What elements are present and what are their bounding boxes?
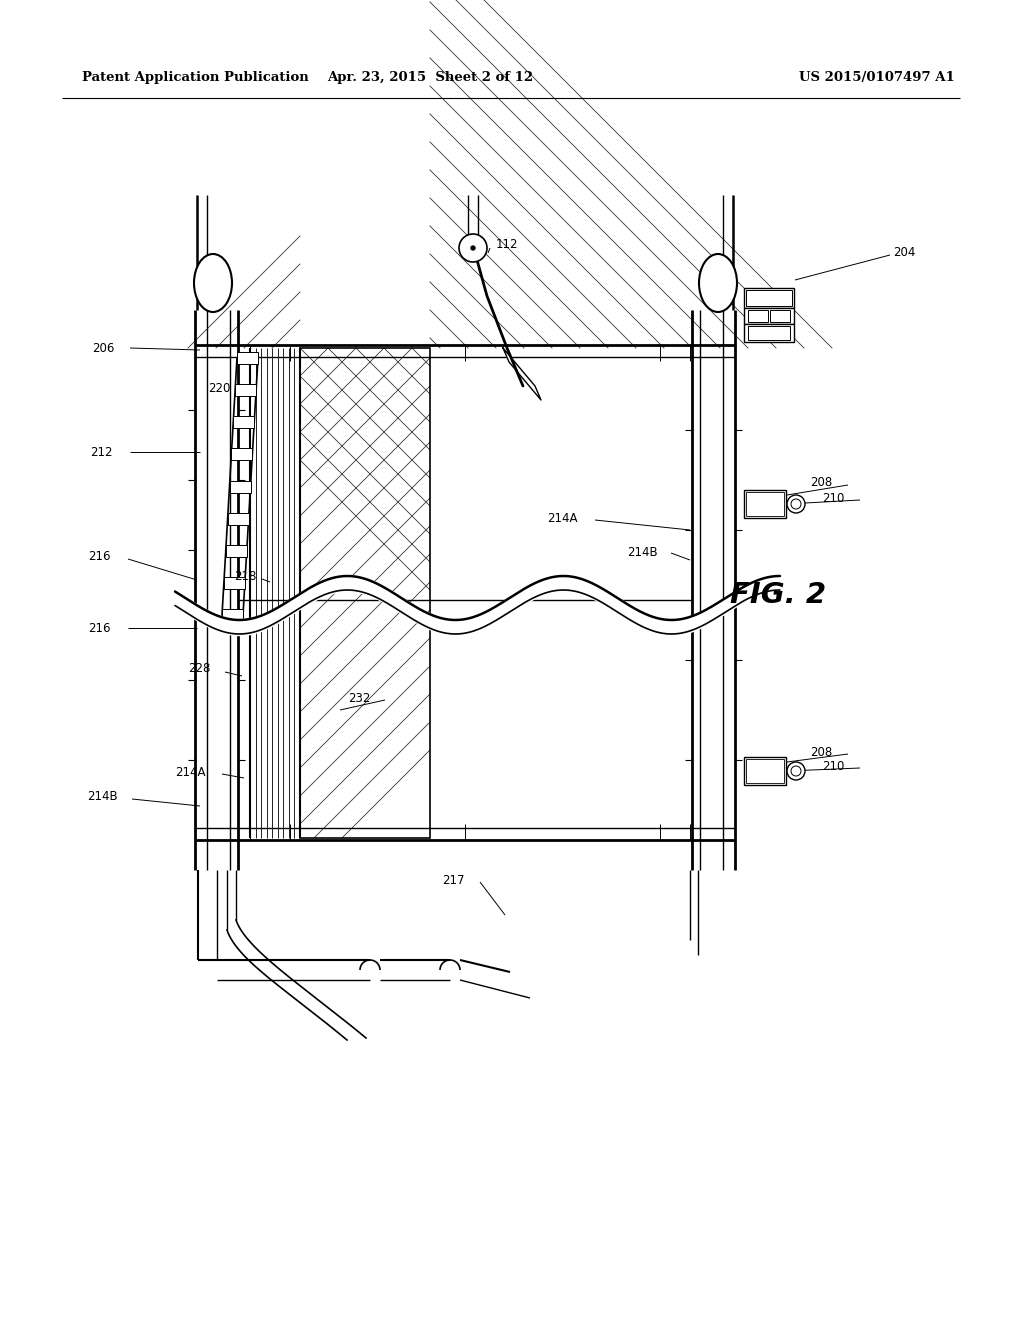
Text: 214B: 214B <box>627 546 657 560</box>
Text: 220: 220 <box>208 381 230 395</box>
Bar <box>746 492 784 516</box>
Bar <box>770 310 790 322</box>
Ellipse shape <box>459 234 487 261</box>
Bar <box>300 348 430 838</box>
Text: 210: 210 <box>822 759 845 772</box>
Ellipse shape <box>791 766 801 776</box>
Bar <box>748 326 790 341</box>
Text: 214A: 214A <box>175 766 206 779</box>
Bar <box>236 384 256 396</box>
Text: 206: 206 <box>92 342 115 355</box>
Bar <box>225 545 247 557</box>
Bar <box>746 759 784 783</box>
Text: 212: 212 <box>90 446 113 458</box>
Text: FIG. 2: FIG. 2 <box>730 581 826 609</box>
Ellipse shape <box>791 499 801 510</box>
Text: US 2015/0107497 A1: US 2015/0107497 A1 <box>800 71 955 84</box>
Ellipse shape <box>787 762 805 780</box>
Bar <box>224 577 245 589</box>
Text: 216: 216 <box>88 550 111 564</box>
Bar <box>233 416 254 428</box>
Ellipse shape <box>471 246 475 249</box>
Polygon shape <box>503 348 541 400</box>
Text: Patent Application Publication: Patent Application Publication <box>82 71 309 84</box>
Text: 208: 208 <box>810 746 833 759</box>
Bar <box>744 756 786 785</box>
Text: Apr. 23, 2015  Sheet 2 of 12: Apr. 23, 2015 Sheet 2 of 12 <box>327 71 534 84</box>
Text: 232: 232 <box>348 692 371 705</box>
Ellipse shape <box>787 495 805 513</box>
Ellipse shape <box>699 253 737 312</box>
Text: 210: 210 <box>822 491 845 504</box>
Text: 214B: 214B <box>87 791 118 804</box>
Bar <box>744 490 786 517</box>
Text: 214A: 214A <box>547 511 578 524</box>
Bar <box>746 290 792 306</box>
Text: 208: 208 <box>810 477 833 490</box>
Text: 218: 218 <box>234 570 256 583</box>
Bar <box>744 308 794 323</box>
Text: 217: 217 <box>442 874 465 887</box>
Text: 204: 204 <box>893 246 915 259</box>
Bar <box>227 512 249 524</box>
Bar <box>222 609 243 620</box>
Text: 216: 216 <box>88 622 111 635</box>
Bar <box>744 323 794 342</box>
Text: 228: 228 <box>188 661 210 675</box>
Bar <box>748 310 768 322</box>
Bar <box>231 449 252 461</box>
Bar <box>744 288 794 308</box>
Bar <box>229 480 251 492</box>
Bar <box>237 352 258 364</box>
Text: 112: 112 <box>496 239 518 252</box>
Ellipse shape <box>194 253 232 312</box>
